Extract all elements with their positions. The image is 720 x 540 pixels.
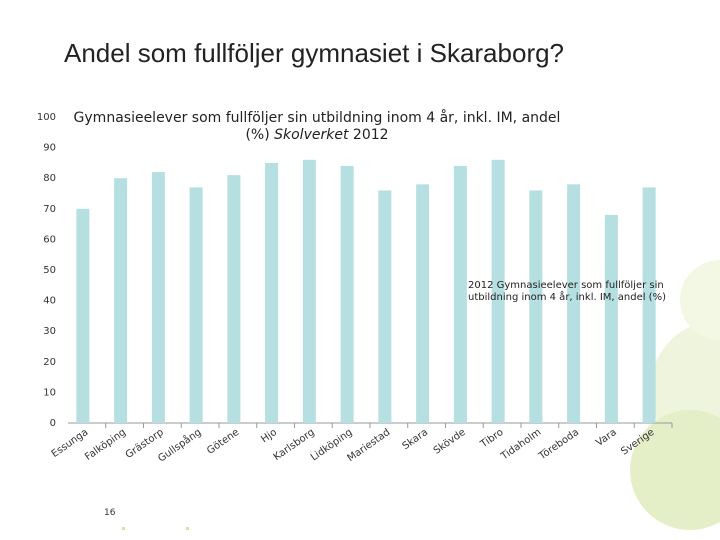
bar — [265, 162, 279, 423]
x-tick-label: Falköping — [83, 427, 128, 463]
bar — [642, 187, 656, 423]
y-tick-label: 50 — [43, 265, 56, 276]
y-tick-label: 70 — [43, 204, 56, 215]
chart-title-text: Gymnasieelever som fullföljer sin utbild… — [73, 110, 561, 143]
y-tick-label: 100 — [37, 112, 56, 123]
bar — [416, 184, 430, 423]
y-tick-label: 10 — [43, 387, 56, 398]
decoration — [186, 527, 189, 530]
y-tick-label: 80 — [43, 173, 56, 184]
x-tick-label: Hjo — [259, 427, 279, 445]
y-tick-label: 60 — [43, 234, 56, 245]
bar — [491, 159, 505, 423]
decoration — [680, 260, 720, 340]
bar — [189, 187, 203, 423]
x-tick-label: Götene — [205, 427, 241, 457]
bar — [453, 165, 467, 423]
bar — [302, 159, 316, 423]
page-number: 16 — [104, 508, 116, 518]
chart-year: 2012 — [352, 127, 389, 143]
chart-source: Skolverket — [274, 127, 349, 143]
x-tick-label: Tibro — [478, 427, 506, 451]
bar — [114, 178, 128, 423]
bar — [529, 190, 543, 423]
y-tick-label: 30 — [43, 326, 56, 337]
decoration — [122, 527, 125, 530]
bar — [378, 190, 392, 423]
x-tick-label: Tidaholm — [498, 427, 543, 463]
bar — [604, 214, 618, 423]
x-tick-label: Mariestad — [346, 427, 393, 464]
x-tick-label: Skara — [401, 427, 431, 452]
chart-title: Gymnasieelever som fullföljer sin utbild… — [62, 110, 572, 144]
bar — [340, 165, 354, 423]
bar — [227, 175, 241, 423]
x-tick-label: Vara — [594, 427, 619, 449]
y-tick-label: 40 — [43, 296, 56, 307]
y-tick-label: 20 — [43, 357, 56, 368]
decoration — [630, 410, 720, 530]
bar — [76, 208, 90, 423]
y-tick-label: 0 — [50, 418, 56, 429]
y-tick-label: 90 — [43, 143, 56, 154]
bar — [567, 184, 581, 423]
bar — [151, 172, 165, 423]
x-tick-label: Skövde — [432, 427, 468, 457]
legend: 2012 Gymnasieelever som fullföljer sin u… — [468, 280, 666, 303]
x-tick-label: Töreboda — [536, 427, 581, 463]
slide-title: Andel som fullföljer gymnasiet i Skarabo… — [64, 38, 565, 68]
